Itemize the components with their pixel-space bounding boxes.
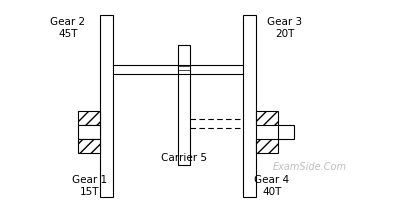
Bar	[78, 111, 100, 125]
Text: Gear 1
15T: Gear 1 15T	[72, 175, 108, 197]
Bar	[278, 125, 294, 139]
Bar	[78, 125, 100, 139]
Text: Gear 2
45T: Gear 2 45T	[50, 17, 86, 39]
Text: Carrier 5: Carrier 5	[161, 153, 207, 163]
Bar	[178, 45, 190, 165]
Bar	[256, 111, 278, 125]
Text: ExamSide.Com: ExamSide.Com	[273, 162, 347, 172]
Bar	[100, 15, 113, 197]
Bar	[256, 139, 278, 153]
Text: Gear 3
20T: Gear 3 20T	[268, 17, 303, 39]
Bar	[78, 139, 100, 153]
Text: Gear 4
40T: Gear 4 40T	[254, 175, 289, 197]
Bar	[243, 15, 256, 197]
